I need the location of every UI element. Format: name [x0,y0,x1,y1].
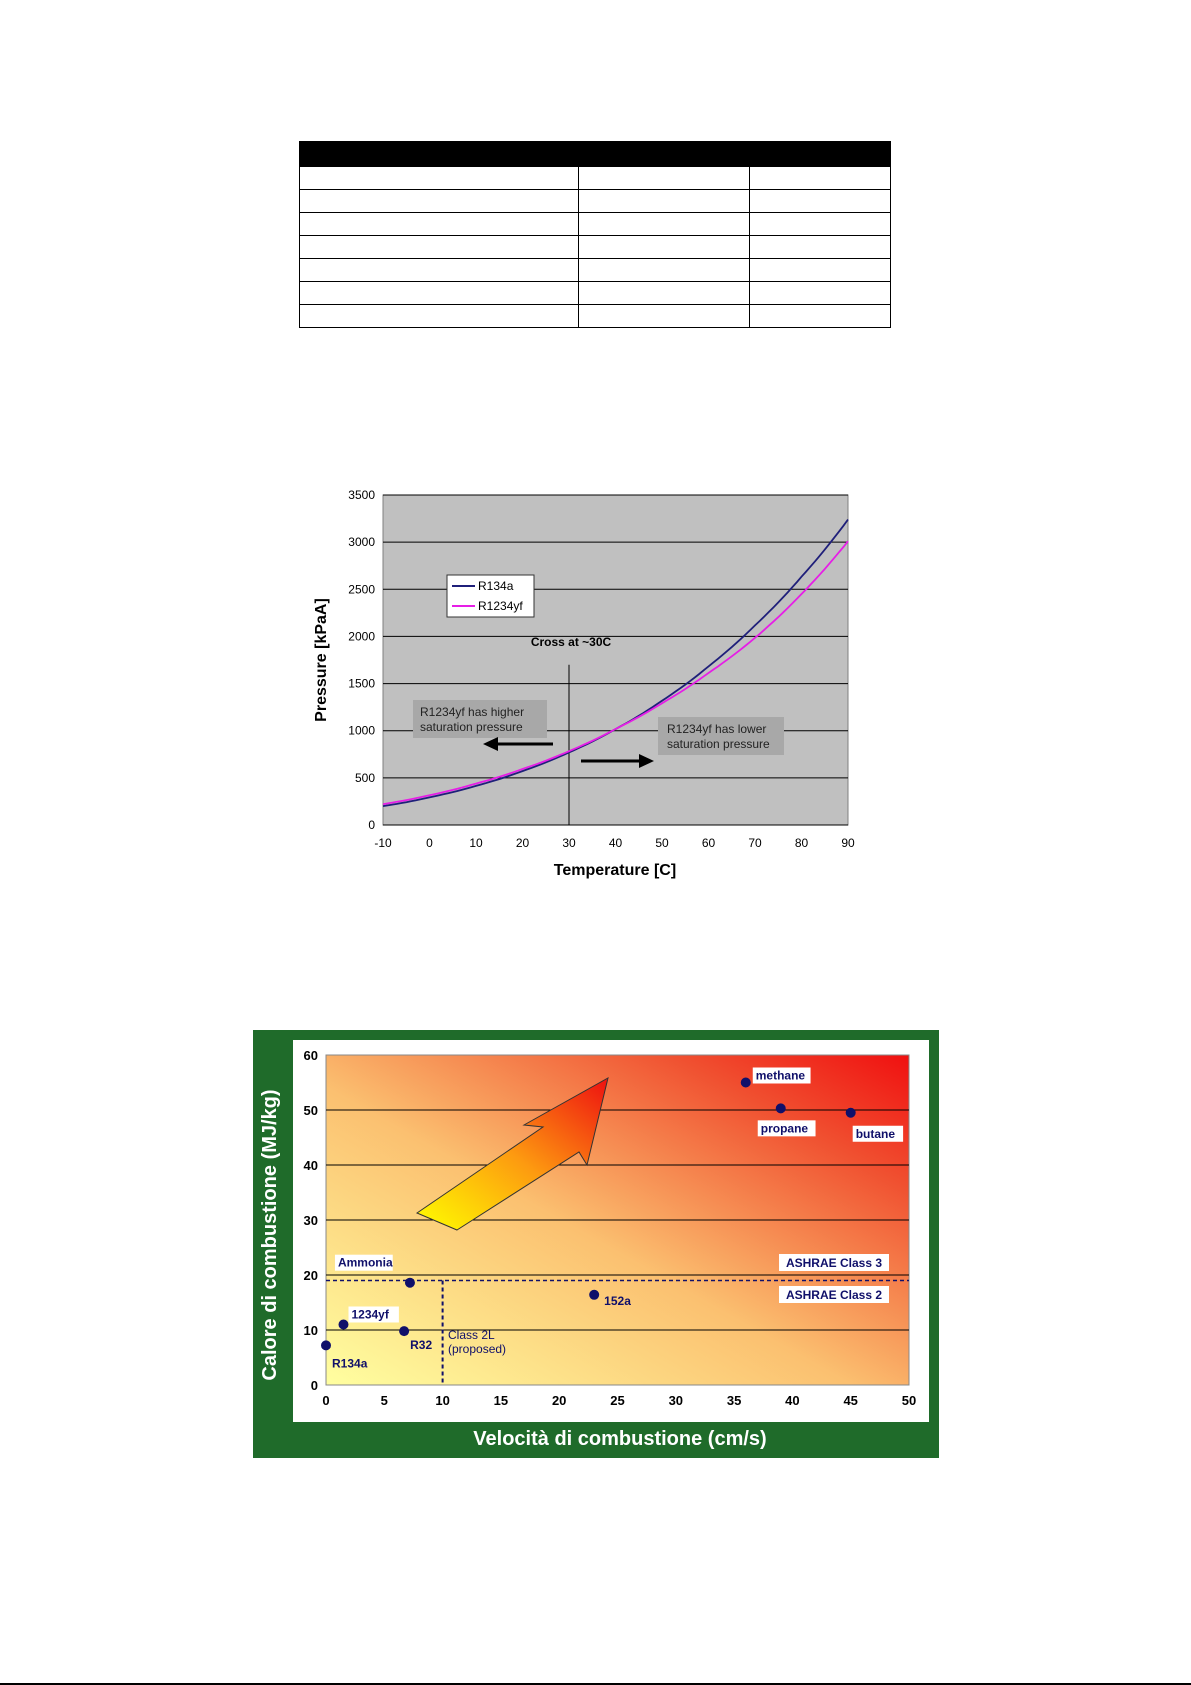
y-axis-label: Calore di combustione (MJ/kg) [259,1089,281,1380]
class2-label-box [779,1286,889,1303]
data-point [404,1277,415,1288]
legend-label-r1234yf: R1234yf [478,599,523,613]
combustion-scatter-chart: 0 10 20 30 40 50 60 0 5 10 15 20 25 30 35 40 45 50 Calor… [253,1030,939,1458]
x-tick-label: 20 [552,1393,566,1408]
x-tick-label: 40 [785,1393,799,1408]
class3-label-box [779,1254,889,1271]
x-tick-label: 90 [841,836,855,850]
x-tick-label: 20 [516,836,530,850]
x-tick-label: 60 [702,836,716,850]
x-tick-label: 10 [435,1393,449,1408]
x-tick-label: 0 [426,836,433,850]
y-tick-label: 30 [304,1213,318,1228]
data-point [589,1289,600,1300]
point-label-box [334,1254,393,1271]
y-tick-label: 40 [304,1158,318,1173]
x-tick-label: 30 [562,836,576,850]
data-point [845,1107,856,1118]
point-label: propane [761,1121,809,1135]
table-row [299,189,891,213]
trend-arrow-icon [415,1077,609,1231]
table-row [299,258,891,282]
right-arrow-icon [639,754,654,768]
y-tick-label: 2500 [348,582,375,596]
legend-label-r134a: R134a [478,579,514,593]
x-tick-label: 80 [795,836,809,850]
table-row [299,304,891,328]
point-label: methane [756,1069,806,1083]
point-label: 1234yf [351,1308,389,1322]
y-tick-label: 2000 [348,629,375,643]
left-arrow-icon [483,737,498,751]
point-label: R134a [332,1356,368,1370]
data-point [740,1077,751,1088]
point-label: 152a [604,1294,631,1308]
cross-label: Cross at ~30C [531,635,612,649]
y-tick-label: 0 [368,818,375,832]
y-tick-label: 10 [304,1323,318,1338]
bottom-rule [0,1683,1191,1685]
x-tick-label: 40 [609,836,623,850]
class2l-label-line1: Class 2L [448,1328,495,1342]
x-tick-label: 0 [322,1393,329,1408]
right-note: R1234yf has lower saturation pressure [667,722,770,751]
x-tick-label: 15 [494,1393,508,1408]
right-note-line: saturation pressure [667,737,770,751]
series-line-r1234yf [382,540,849,806]
data-point [399,1326,410,1337]
class2-label: ASHRAE Class 2 [786,1288,882,1302]
point-label-box [757,1120,816,1137]
y-tick-label: 50 [304,1103,318,1118]
y-tick-label: 1500 [348,677,375,691]
left-note: R1234yf has higher saturation pressure [420,705,527,734]
x-tick-label: 50 [655,836,669,850]
table-row [299,235,891,259]
x-tick-label: 5 [381,1393,388,1408]
x-tick-label: 35 [727,1393,741,1408]
table-row [299,166,891,190]
point-label-box [348,1306,399,1323]
x-tick-label: 25 [610,1393,624,1408]
x-tick-label: 50 [902,1393,916,1408]
class2l-label-line2: (proposed) [448,1342,506,1356]
x-axis-label: Temperature [C] [554,862,676,879]
data-point [321,1340,331,1351]
y-tick-label: 3500 [348,488,375,502]
class3-label: ASHRAE Class 3 [786,1256,882,1270]
data-point [775,1103,786,1114]
left-note-box [413,700,547,738]
y-tick-label: 500 [355,771,375,785]
y-tick-label: 1000 [348,724,375,738]
legend [446,574,535,618]
point-label-box [852,1125,904,1142]
point-label-box [752,1067,811,1084]
point-label: butane [856,1127,896,1141]
x-axis-label: Velocità di combustione (cm/s) [473,1428,766,1450]
point-label: R32 [410,1338,432,1352]
x-tick-label: 45 [843,1393,857,1408]
right-note-box [658,717,784,755]
table-row [299,212,891,236]
y-tick-label: 20 [304,1268,318,1283]
table-header-row [299,141,891,167]
x-tick-label: -10 [374,836,392,850]
empty-table [299,141,891,328]
y-tick-label: 3000 [348,535,375,549]
y-tick-label: 0 [311,1378,318,1393]
point-label: Ammonia [338,1256,393,1270]
data-point [338,1319,349,1330]
y-axis-label: Pressure [kPaA] [313,598,330,722]
y-tick-label: 60 [304,1048,318,1063]
right-note-line: R1234yf has lower [667,722,766,736]
pressure-temperature-chart: 0 500 1000 1500 2000 2500 3000 3500 -10 0 10 20 30 4… [313,488,855,879]
table-row [299,281,891,305]
x-tick-label: 10 [469,836,483,850]
x-tick-label: 70 [748,836,762,850]
left-note-line: saturation pressure [420,720,523,734]
x-tick-label: 30 [669,1393,683,1408]
plot-area [382,494,849,826]
left-note-line: R1234yf has higher [420,705,524,719]
